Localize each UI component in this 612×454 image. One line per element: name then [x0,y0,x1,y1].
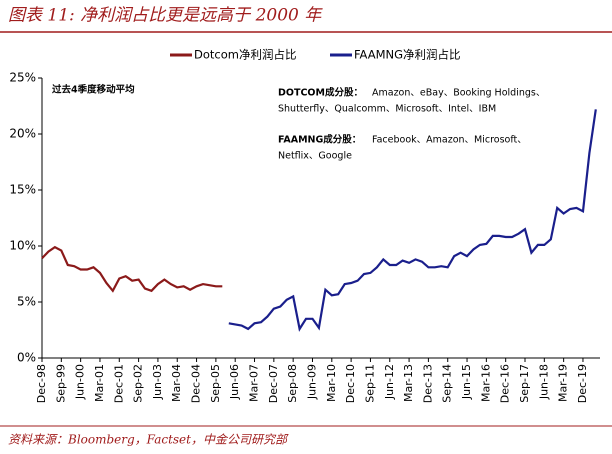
x-tick-label: Mar-13 [402,364,415,402]
x-tick-label: Sep-11 [363,364,376,403]
y-tick-label: 5% [17,295,36,309]
y-tick-label: 0% [17,351,36,365]
legend-label: FAAMNG净利润占比 [354,48,461,62]
x-tick-label: Mar-16 [479,364,492,402]
annotation-label: FAAMNG成分股： [278,134,361,146]
x-tick-label: Jun-15 [460,364,473,400]
x-tick-label: Sep-99 [54,364,67,403]
x-tick-label: Sep-05 [209,364,222,403]
annotation-text: Amazon、eBay、Booking Holdings、 [372,88,545,99]
y-tick-label: 10% [9,239,36,253]
y-tick-label: 15% [9,183,36,197]
x-tick-label: Dec-07 [267,364,280,403]
y-tick-label: 25% [9,71,36,85]
x-tick-label: Dec-01 [112,364,125,403]
x-tick-label: Mar-01 [93,364,106,402]
source: 资料来源：Bloomberg，Factset，中金公司研究部 [8,433,289,447]
x-tick-label: Dec-04 [190,364,203,403]
x-tick-label: Sep-14 [441,364,454,403]
x-tick-label: Jun-18 [537,364,550,400]
x-tick-label: Mar-07 [248,364,261,402]
x-tick-label: Jun-12 [383,364,396,400]
y-tick-label: 20% [9,127,36,141]
x-tick-label: Sep-17 [518,364,531,403]
x-tick-label: Mar-04 [170,364,183,402]
x-tick-label: Mar-10 [325,364,338,402]
x-tick-label: Mar-19 [557,364,570,402]
legend-label: Dotcom净利润占比 [194,48,296,62]
x-tick-label: Dec-16 [499,364,512,403]
x-tick-label: Jun-06 [228,364,241,400]
series-line [228,109,597,332]
note: 过去4季度移动平均 [52,84,135,96]
x-tick-label: Jun-00 [74,364,87,400]
x-tick-label: Dec-10 [344,364,357,403]
x-tick-label: Jun-09 [305,364,318,400]
x-tick-label: Jun-03 [151,364,164,400]
annotation-label: DOTCOM成分股： [278,87,363,99]
x-tick-label: Sep-08 [286,364,299,403]
chart-title: 图表 11: 净利润占比更是远高于 2000 年 [8,6,323,26]
x-tick-label: Sep-02 [132,364,145,403]
annotation-text: Facebook、Amazon、Microsoft、 [372,135,527,146]
x-tick-label: Dec-98 [35,364,48,403]
annotation-text: Netflix、Google [278,151,352,162]
x-tick-label: Dec-13 [421,364,434,403]
series-line [41,245,223,293]
x-tick-label: Dec-19 [576,364,589,403]
annotation-text: Shutterfly、Qualcomm、Microsoft、Intel、IBM [278,104,496,115]
